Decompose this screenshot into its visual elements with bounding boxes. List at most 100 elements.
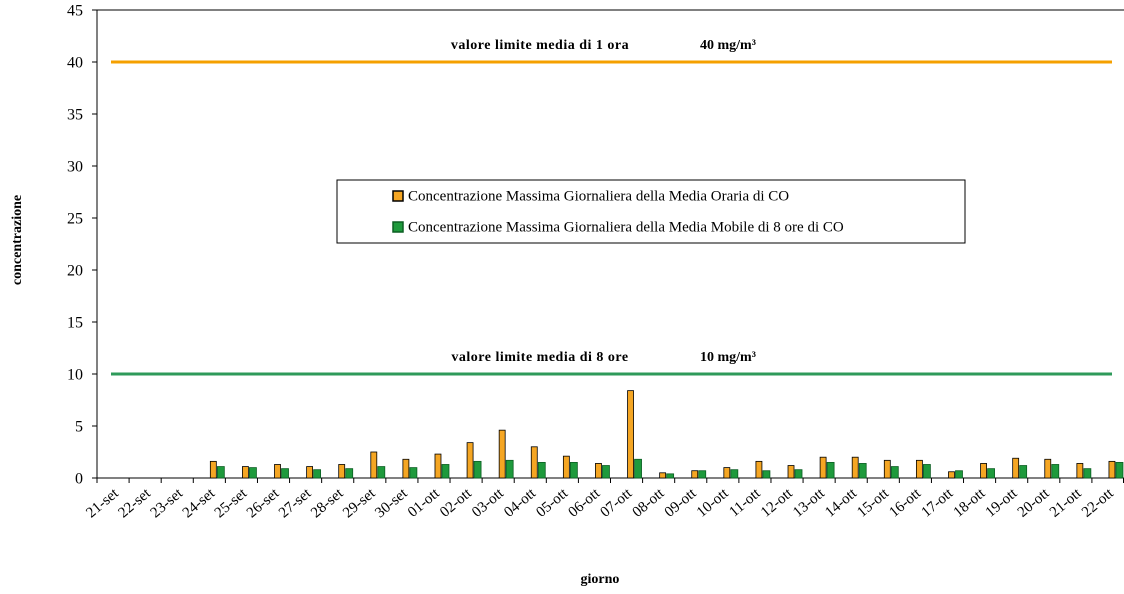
bar bbox=[569, 461, 578, 479]
legend-box bbox=[336, 179, 966, 244]
bar bbox=[602, 465, 610, 479]
bar bbox=[980, 463, 987, 479]
x-tick-label: 17-ott bbox=[919, 485, 957, 521]
x-tick-label: 01-ott bbox=[405, 485, 443, 521]
bar bbox=[762, 470, 771, 479]
bar bbox=[209, 460, 217, 479]
x-tick-label: 18-ott bbox=[951, 485, 989, 521]
y-tick-label: 30 bbox=[67, 159, 83, 176]
bar bbox=[858, 463, 867, 479]
bar bbox=[306, 466, 314, 479]
y-tick-label: 40 bbox=[67, 55, 83, 72]
y-tick-label: 10 bbox=[67, 367, 83, 384]
bar bbox=[473, 460, 482, 479]
x-tick-label: 21-ott bbox=[1047, 485, 1085, 521]
limit-label: valore limite media di 1 ora bbox=[451, 38, 629, 53]
bar bbox=[345, 468, 354, 479]
bar bbox=[826, 461, 835, 479]
bar bbox=[1044, 458, 1052, 479]
bar bbox=[948, 471, 955, 479]
x-tick-label: 13-ott bbox=[790, 485, 828, 521]
bar bbox=[1076, 463, 1084, 479]
legend-label: Concentrazione Massima Giornaliera della… bbox=[408, 188, 789, 204]
x-axis-label: giorno bbox=[581, 572, 620, 587]
bar bbox=[274, 464, 281, 479]
bar bbox=[1083, 468, 1092, 479]
bar bbox=[787, 465, 795, 479]
bar bbox=[402, 458, 410, 479]
bar bbox=[409, 467, 418, 479]
x-tick-label: 08-ott bbox=[630, 485, 668, 521]
x-tick-label: 22-set bbox=[116, 485, 155, 521]
bar bbox=[530, 446, 538, 479]
bar bbox=[249, 467, 257, 479]
bar bbox=[634, 458, 642, 479]
bar bbox=[955, 470, 963, 479]
bar bbox=[730, 469, 739, 479]
bar bbox=[659, 472, 667, 479]
bar bbox=[794, 469, 803, 479]
bar bbox=[1051, 464, 1060, 479]
bar bbox=[441, 464, 450, 479]
bar bbox=[281, 468, 289, 479]
bar bbox=[987, 468, 995, 479]
x-tick-label: 09-ott bbox=[662, 485, 700, 521]
y-tick-label: 35 bbox=[67, 107, 83, 124]
bar bbox=[922, 464, 931, 479]
bar bbox=[691, 470, 699, 479]
limit-value-label: 10 mg/m³ bbox=[700, 350, 756, 365]
bar bbox=[338, 464, 346, 479]
x-tick-label: 27-set bbox=[276, 485, 315, 521]
y-tick-label: 25 bbox=[67, 211, 83, 228]
y-tick-label: 15 bbox=[67, 315, 83, 332]
bar bbox=[723, 467, 731, 479]
bar bbox=[377, 466, 386, 479]
bar bbox=[537, 461, 546, 479]
bar bbox=[562, 455, 570, 479]
bar bbox=[915, 459, 923, 479]
bar bbox=[1019, 465, 1028, 479]
x-tick-label: 29-set bbox=[340, 485, 379, 521]
legend-marker bbox=[392, 190, 404, 202]
bar bbox=[466, 442, 474, 479]
y-tick-label: 0 bbox=[75, 471, 83, 488]
bar bbox=[313, 469, 322, 479]
bar bbox=[434, 453, 442, 479]
bar bbox=[242, 466, 249, 479]
legend-marker bbox=[392, 221, 404, 233]
bar bbox=[505, 459, 514, 479]
x-tick-label: 03-ott bbox=[469, 485, 507, 521]
bar bbox=[851, 456, 859, 479]
bar bbox=[1115, 461, 1124, 479]
x-tick-label: 30-set bbox=[372, 485, 411, 521]
x-tick-label: 23-set bbox=[148, 485, 187, 521]
bar bbox=[216, 466, 225, 479]
bar bbox=[370, 451, 378, 479]
bar bbox=[498, 429, 506, 479]
bar bbox=[883, 459, 891, 479]
bar bbox=[1012, 457, 1020, 479]
x-tick-label: 19-ott bbox=[983, 485, 1021, 521]
x-tick-label: 25-set bbox=[212, 485, 251, 521]
x-tick-label: 20-ott bbox=[1015, 485, 1053, 521]
x-tick-label: 21-set bbox=[83, 485, 122, 521]
bar bbox=[627, 390, 634, 479]
y-tick-label: 45 bbox=[67, 3, 83, 20]
x-tick-label: 28-set bbox=[308, 485, 347, 521]
bar bbox=[666, 473, 675, 479]
y-axis-label: concentrazione bbox=[10, 195, 25, 285]
bar bbox=[595, 463, 602, 479]
x-tick-label: 07-ott bbox=[598, 485, 636, 521]
x-tick-label: 04-ott bbox=[501, 485, 539, 521]
x-tick-label: 14-ott bbox=[822, 485, 860, 521]
y-tick-label: 20 bbox=[67, 263, 83, 280]
x-tick-label: 16-ott bbox=[886, 485, 924, 521]
x-tick-label: 12-ott bbox=[758, 485, 796, 521]
x-tick-label: 24-set bbox=[180, 485, 219, 521]
bar bbox=[755, 460, 763, 479]
x-tick-label: 05-ott bbox=[533, 485, 571, 521]
x-tick-label: 22-ott bbox=[1079, 485, 1117, 521]
x-tick-label: 06-ott bbox=[565, 485, 603, 521]
x-tick-label: 15-ott bbox=[854, 485, 892, 521]
